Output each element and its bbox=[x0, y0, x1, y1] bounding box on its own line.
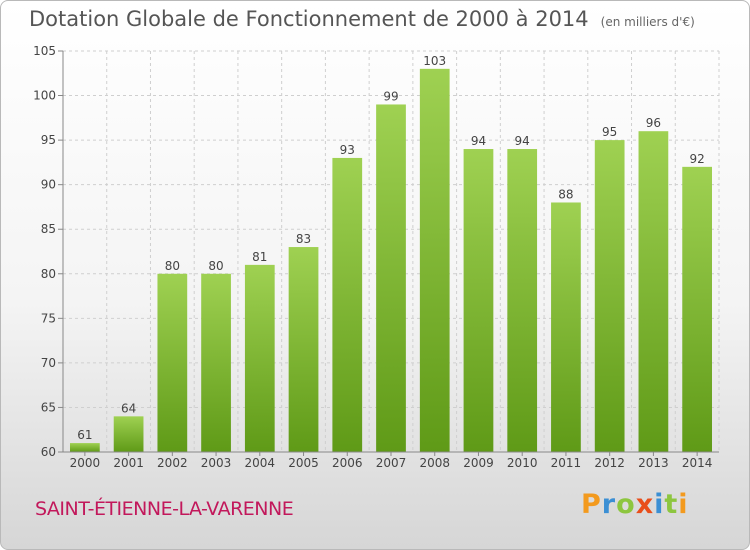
bar-value-label: 80 bbox=[208, 259, 223, 273]
bar-value-label: 103 bbox=[423, 54, 446, 68]
bar bbox=[376, 104, 406, 452]
bar bbox=[157, 273, 188, 452]
x-tick-label: 2012 bbox=[594, 456, 625, 470]
bar bbox=[332, 157, 363, 452]
logo-letter: i bbox=[654, 489, 665, 520]
y-tick-label: 85 bbox=[41, 222, 56, 236]
bar-value-label: 80 bbox=[165, 259, 180, 273]
bar bbox=[594, 140, 625, 452]
bar bbox=[682, 166, 713, 452]
axes: 60 65 70 75 80 85 90 95 100 105 2000 2001 2002 2003 20… bbox=[33, 44, 719, 470]
bar bbox=[463, 149, 494, 452]
bar bbox=[201, 273, 231, 452]
y-tick-label: 105 bbox=[33, 44, 56, 58]
y-tick-label: 80 bbox=[41, 267, 56, 281]
x-tick-label: 2000 bbox=[70, 456, 101, 470]
y-tick-label: 70 bbox=[41, 356, 56, 370]
y-tick-label: 65 bbox=[41, 400, 56, 414]
x-tick-label: 2013 bbox=[638, 456, 669, 470]
bar bbox=[288, 247, 319, 452]
bar bbox=[638, 131, 669, 452]
logo-letter: P bbox=[581, 489, 602, 520]
logo-letter: t bbox=[664, 489, 679, 520]
bar-value-label: 61 bbox=[77, 428, 92, 442]
bars-group: 61 64 80 80 81 83 93 99 103 94 94 88 95 96 92 bbox=[69, 54, 713, 453]
bar-value-label: 95 bbox=[602, 125, 617, 139]
bar-value-label: 94 bbox=[471, 134, 486, 148]
x-tick-label: 2009 bbox=[463, 456, 494, 470]
x-tick-label: 2010 bbox=[507, 456, 538, 470]
y-tick-label: 60 bbox=[41, 445, 56, 459]
chart-title: Dotation Globale de Fonctionnement de 20… bbox=[29, 7, 695, 31]
x-tick-label: 2005 bbox=[288, 456, 319, 470]
title-text: Dotation Globale de Fonctionnement de 20… bbox=[29, 7, 589, 31]
bar bbox=[419, 68, 450, 453]
bar-value-label: 64 bbox=[121, 401, 136, 415]
x-tick-label: 2003 bbox=[201, 456, 232, 470]
y-tick-label: 100 bbox=[33, 89, 56, 103]
x-tick-label: 2011 bbox=[551, 456, 582, 470]
bar-value-label: 93 bbox=[340, 143, 355, 157]
logo-letter: x bbox=[635, 489, 655, 520]
bar bbox=[244, 264, 275, 452]
bar-value-label: 92 bbox=[689, 152, 704, 166]
bar-value-label: 83 bbox=[296, 232, 311, 246]
bar-value-label: 99 bbox=[383, 89, 398, 103]
x-tick-label: 2004 bbox=[245, 456, 276, 470]
x-tick-label: 2006 bbox=[332, 456, 363, 470]
logo-letter: o bbox=[616, 489, 636, 520]
bar bbox=[551, 202, 581, 452]
bar-value-label: 81 bbox=[252, 250, 267, 264]
chart-subtitle: (en milliers d'€) bbox=[600, 15, 695, 29]
bar bbox=[69, 443, 100, 452]
x-tick-label: 2002 bbox=[157, 456, 188, 470]
proxiti-logo: Proxiti bbox=[581, 489, 689, 520]
x-tick-label: 2008 bbox=[419, 456, 450, 470]
bar bbox=[113, 416, 144, 452]
y-tick-label: 95 bbox=[41, 133, 56, 147]
logo-letter: i bbox=[678, 489, 689, 520]
logo-letter: r bbox=[601, 489, 617, 520]
x-tick-label: 2001 bbox=[113, 456, 144, 470]
bar bbox=[507, 149, 538, 452]
y-tick-label: 90 bbox=[41, 178, 56, 192]
bar-value-label: 94 bbox=[515, 134, 530, 148]
y-tick-label: 75 bbox=[41, 311, 56, 325]
commune-name: SAINT-ÉTIENNE-LA-VARENNE bbox=[35, 498, 294, 520]
bar-value-label: 96 bbox=[646, 116, 661, 130]
x-tick-label: 2014 bbox=[682, 456, 713, 470]
bar-value-label: 88 bbox=[558, 187, 573, 201]
x-tick-label: 2007 bbox=[376, 456, 407, 470]
